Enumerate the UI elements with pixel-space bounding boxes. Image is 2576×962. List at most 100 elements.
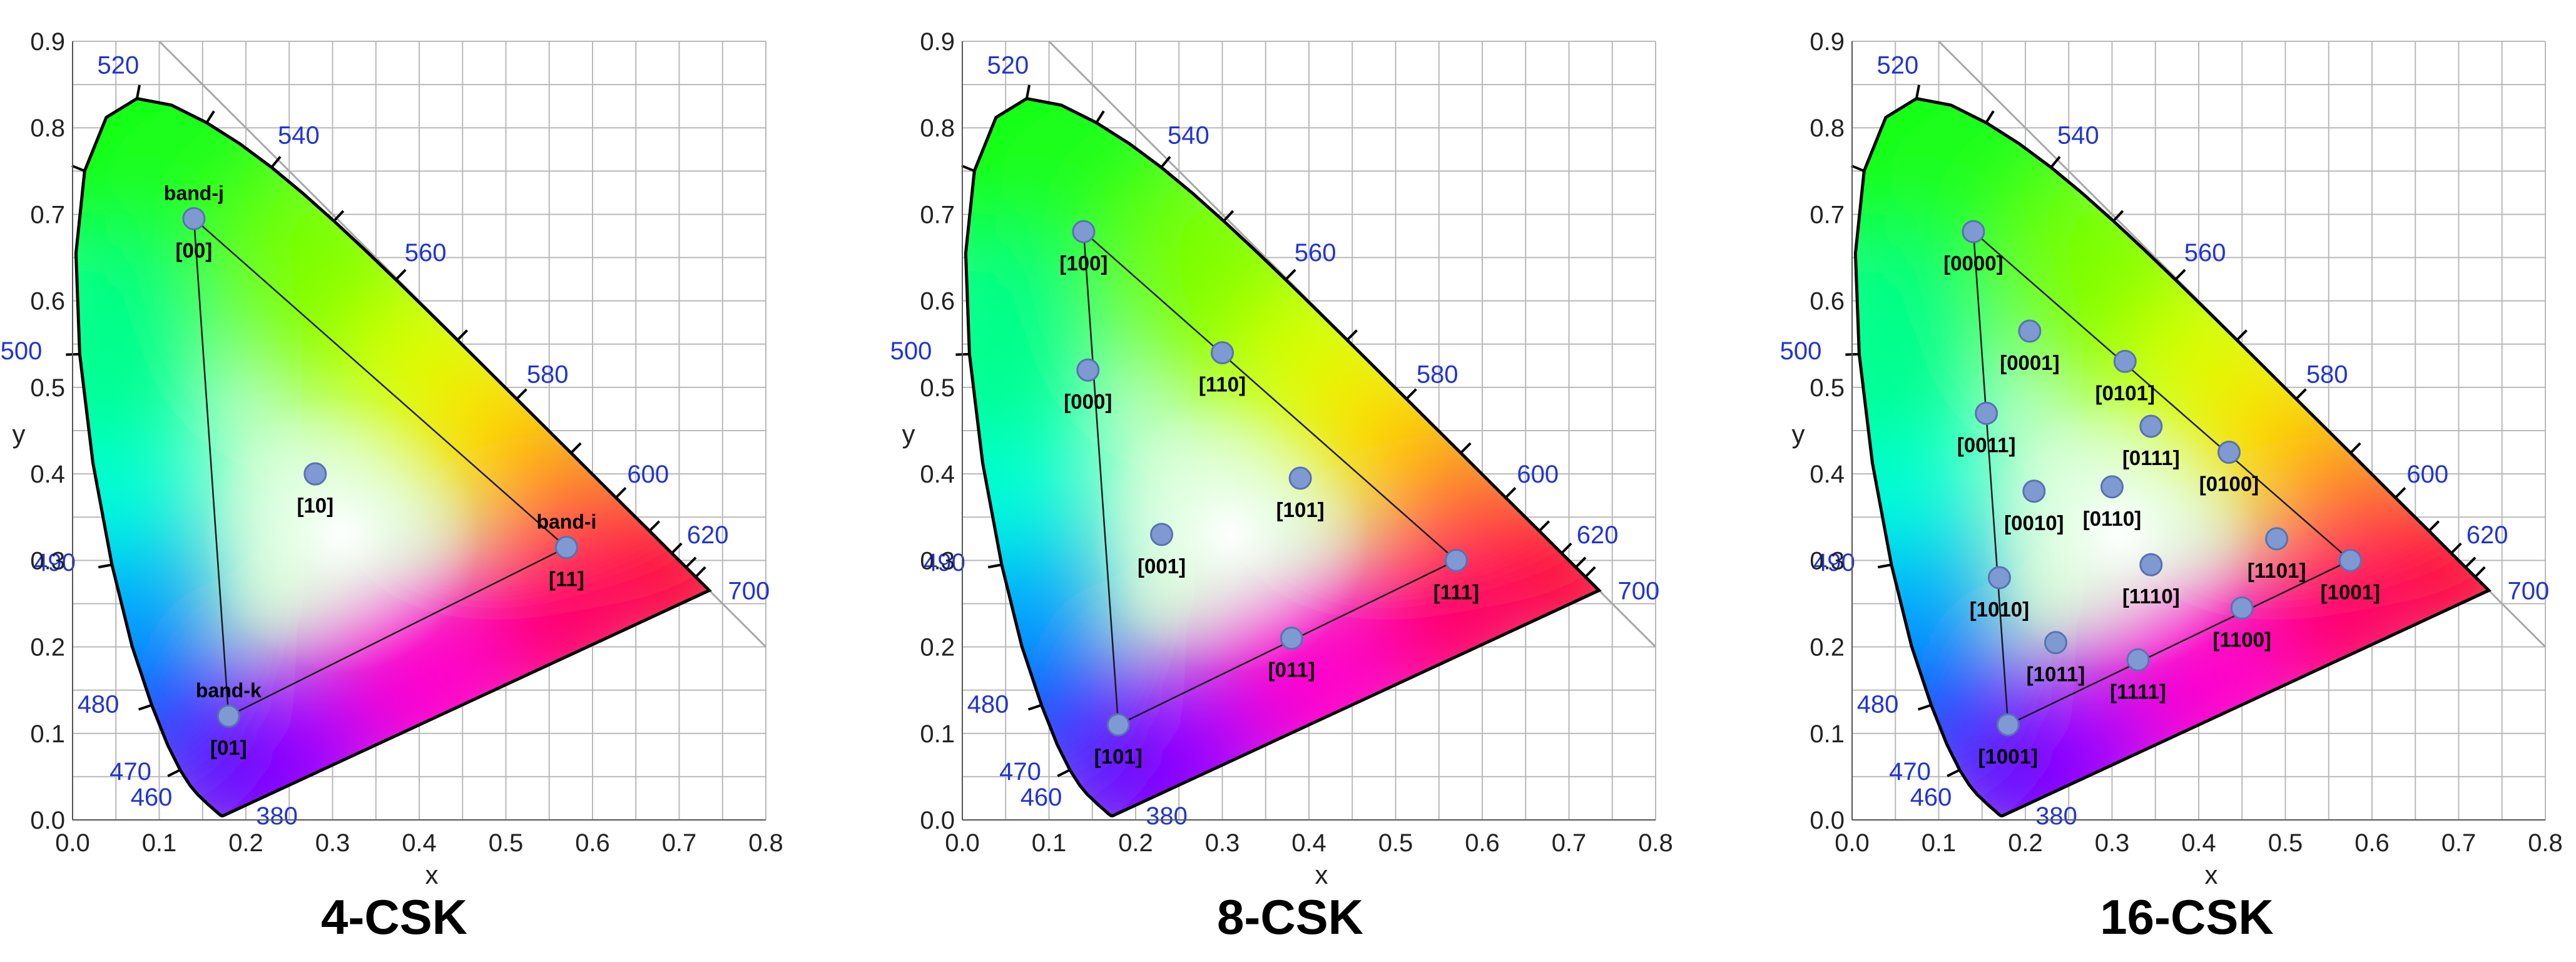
x-tick-label: 0.2 (1118, 829, 1153, 857)
y-tick-label: 0.2 (920, 634, 955, 662)
y-tick-label: 0.6 (1810, 288, 1845, 315)
wavelength-label: 490 (34, 549, 76, 576)
constellation-point (1211, 341, 1234, 365)
constellation-point (2044, 631, 2067, 655)
y-tick-label: 0.9 (920, 28, 955, 56)
point-label: [0100] (2199, 473, 2259, 496)
point-label: [011] (1268, 658, 1315, 682)
constellation-point (1072, 220, 1096, 243)
wavelength-label: 700 (728, 577, 770, 605)
wavelength-tick (2236, 329, 2248, 341)
wavelength-tick (1985, 110, 1995, 124)
wavelength-label: 470 (999, 758, 1041, 785)
constellation-point (2217, 441, 2241, 464)
constellation-point (1280, 627, 1303, 650)
wavelength-label: 480 (967, 691, 1009, 719)
point-label: [10] (297, 494, 333, 517)
wavelength-ticks (66, 84, 706, 777)
x-tick-label: 0.7 (1552, 829, 1587, 857)
y-tick-label: 0.5 (30, 374, 65, 402)
white-point-haze (1092, 396, 1370, 673)
x-tick-label: 0.3 (315, 829, 350, 857)
y-tick-label: 0.3 (30, 547, 65, 575)
band-label: band-k (196, 679, 262, 702)
y-tick-label: 0.3 (1810, 547, 1845, 575)
wavelength-tick (135, 84, 141, 99)
wavelength-tick (570, 442, 582, 454)
constellation-point (2126, 648, 2150, 672)
wavelength-tick (2428, 520, 2440, 532)
constellation-point (2265, 527, 2289, 551)
y-tick-label: 0.2 (1810, 634, 1845, 662)
wavelength-tick (1057, 769, 1071, 777)
panel-title: 8-CSK (1217, 889, 1363, 944)
constellation-point (1996, 713, 2020, 737)
fill-blob (76, 240, 211, 448)
x-tick-label: 0.8 (748, 829, 783, 857)
x-tick-label: 0.4 (2181, 829, 2216, 857)
constellation-point (2113, 349, 2137, 373)
point-label: [1101] (2248, 559, 2306, 582)
white-point-haze (1982, 396, 2259, 673)
x-tick-label: 0.1 (1922, 829, 1957, 857)
constellation-point (1150, 523, 1174, 546)
x-tick-label: 0.0 (945, 829, 980, 857)
x-tick-label: 0.3 (1205, 829, 1240, 857)
wavelength-tick (98, 563, 113, 569)
wavelength-tick (2295, 388, 2307, 400)
y-axis-label: y (13, 419, 26, 449)
wavelength-tick (2394, 487, 2406, 499)
wavelength-tick (1947, 769, 1960, 777)
wavelength-label: 460 (1910, 784, 1952, 811)
y-tick-label: 0.7 (920, 201, 955, 228)
wavelength-tick (1405, 388, 1417, 400)
spectral-locus (1853, 96, 2492, 817)
y-tick-label: 0.0 (920, 807, 955, 834)
y-tick-label: 0.8 (1810, 115, 1845, 142)
wavelength-tick (1917, 704, 1932, 711)
y-tick-label: 0.0 (30, 807, 65, 834)
y-tick-label: 0.3 (920, 547, 955, 575)
constellation-point (2018, 319, 2042, 343)
wavelength-label: 460 (131, 784, 173, 811)
x-tick-label: 0.5 (489, 829, 524, 857)
x-tick-label: 0.5 (1378, 829, 1413, 857)
spectral-locus (74, 96, 712, 817)
fill-blob (1855, 240, 1991, 448)
wavelength-label: 600 (2406, 461, 2448, 488)
spectral-locus (964, 96, 1602, 817)
x-tick-label: 0.0 (55, 829, 90, 857)
wavelength-tick (2474, 566, 2486, 578)
x-axis-label: x (425, 860, 439, 889)
wavelength-tick (2112, 210, 2124, 222)
x-tick-label: 0.2 (228, 829, 263, 857)
chart-panel: 3804604704804905005205405605806006207000… (890, 28, 1673, 944)
wavelength-tick (987, 563, 1002, 569)
chart-panel: 3804604704804905005205405605806006207000… (1780, 28, 2563, 944)
wavelength-tick (1285, 269, 1296, 281)
x-tick-label: 0.8 (2528, 829, 2563, 857)
constellation-point (1987, 566, 2011, 590)
constellation-triangle (1972, 230, 2352, 726)
wavelength-label: 380 (1146, 802, 1188, 830)
wavelength-tick (1584, 566, 1596, 578)
wavelength-tick (648, 520, 661, 532)
wavelength-label: 560 (2184, 239, 2226, 267)
wavelength-tick (2349, 442, 2361, 454)
point-label: [1110] (2122, 585, 2180, 608)
constellation-point (182, 207, 206, 230)
wavelength-label: 700 (1618, 577, 1660, 605)
y-tick-label: 0.4 (1810, 461, 1845, 488)
wavelength-label: 380 (2035, 802, 2077, 830)
point-label: [1010] (1970, 598, 2029, 621)
y-tick-label: 0.5 (1810, 374, 1845, 402)
wavelength-tick (961, 164, 975, 172)
wavelength-tick (1504, 487, 1517, 499)
wavelength-label: 470 (109, 758, 151, 785)
panel-title: 16-CSK (2100, 889, 2273, 944)
wavelength-ticks (1845, 84, 2486, 777)
point-label: [1001] (2321, 580, 2380, 603)
x-tick-label: 0.7 (662, 829, 697, 857)
wavelength-tick (1095, 110, 1105, 124)
point-label: [0101] (2095, 381, 2155, 404)
